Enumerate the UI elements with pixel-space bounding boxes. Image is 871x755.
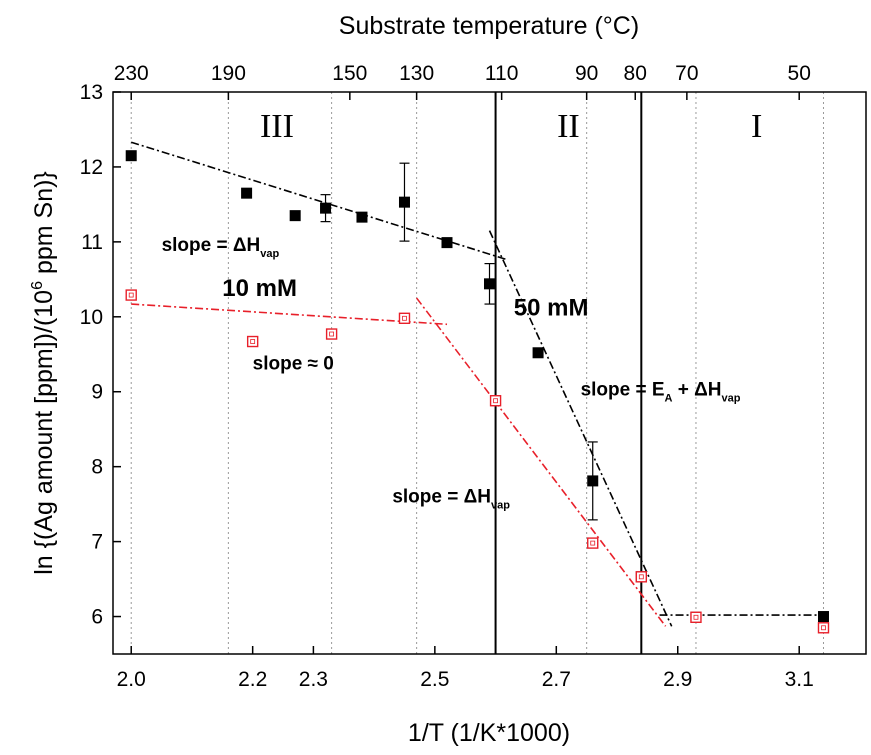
data-point bbox=[489, 395, 502, 407]
annotation-subscript: vap bbox=[260, 248, 279, 260]
annotation-subscript: vap bbox=[491, 500, 510, 512]
annotation: 10 mM bbox=[222, 275, 297, 302]
x-tick-label: 2.7 bbox=[542, 668, 571, 691]
fit-lines bbox=[130, 141, 830, 627]
top-tick-label: 230 bbox=[114, 62, 149, 85]
y-tick-label: 9 bbox=[91, 381, 103, 404]
data-point-inner bbox=[128, 292, 134, 298]
fit-line bbox=[131, 303, 448, 326]
annotation-subscript: vap bbox=[722, 392, 741, 404]
x-axis-title: 1/T (1/K*1000) bbox=[408, 719, 570, 747]
y-tick-label: 13 bbox=[80, 81, 103, 104]
annotation-text: + ΔH bbox=[672, 379, 721, 400]
x-tick-label: 2.5 bbox=[420, 668, 449, 691]
y-tick-label: 8 bbox=[91, 456, 103, 479]
annotation-text: slope ≈ 0 bbox=[253, 353, 334, 374]
top-tick-label: 90 bbox=[575, 62, 598, 85]
data-point bbox=[587, 537, 599, 549]
data-point-inner bbox=[693, 614, 699, 620]
x-tick-label: 2.9 bbox=[663, 668, 692, 691]
data-point bbox=[398, 312, 411, 324]
data-point bbox=[125, 289, 137, 301]
y-tick-label: 6 bbox=[91, 606, 103, 629]
data-point bbox=[690, 611, 702, 623]
top-tick-label: 190 bbox=[211, 62, 246, 85]
annotation-text: 50 mM bbox=[514, 294, 589, 321]
data-point-inner bbox=[250, 339, 256, 344]
top-tick-label: 80 bbox=[624, 62, 647, 85]
x-tick-label: 3.1 bbox=[785, 668, 814, 691]
annotation-text: 10 mM bbox=[222, 275, 297, 302]
data-point bbox=[635, 571, 648, 583]
top-tick-label: 50 bbox=[788, 62, 811, 85]
fit-line bbox=[488, 230, 673, 627]
top-tick-label: 70 bbox=[675, 62, 698, 85]
data-point bbox=[356, 211, 368, 223]
y-axis-title-main: ln {(Ag amount [ppm])/(10 bbox=[30, 290, 58, 575]
annotation: slope = EA + ΔHvap bbox=[581, 379, 741, 404]
plot-frame bbox=[112, 91, 867, 655]
top-tick-label: 110 bbox=[485, 62, 518, 85]
data-point bbox=[532, 347, 544, 359]
data-point bbox=[246, 335, 259, 348]
data-point-inner bbox=[402, 315, 407, 321]
grid-layer bbox=[130, 92, 824, 654]
y-tick-label: 11 bbox=[81, 231, 103, 254]
data-point-inner bbox=[638, 574, 644, 580]
data-point bbox=[817, 611, 829, 623]
annotation-subscript: A bbox=[665, 392, 673, 404]
y-axis-title-tail: ppm Sn)} bbox=[30, 171, 58, 281]
data-point bbox=[289, 210, 301, 222]
data-point-inner bbox=[590, 540, 596, 546]
data-point-inner bbox=[821, 625, 826, 631]
data-points bbox=[125, 150, 830, 634]
y-tick-label: 12 bbox=[80, 156, 103, 179]
y-axis-title: ln {(Ag amount [ppm])/(106 ppm Sn)} bbox=[29, 171, 58, 575]
y-tick-label: 10 bbox=[80, 306, 103, 329]
data-point bbox=[241, 187, 253, 199]
annotation: 50 mM bbox=[514, 294, 589, 321]
data-point-inner bbox=[493, 398, 498, 404]
region-labels: III II I bbox=[260, 108, 762, 145]
region-label: I bbox=[751, 108, 762, 145]
annotation: slope = ΔHvap bbox=[162, 235, 280, 260]
y-tick-label: 7 bbox=[91, 531, 103, 554]
axis-ticks: 2.0 2.2 2.3 2.5 2.7 2.9 3.1 6 7 8 9 10 11 12 13 230 190 1… bbox=[80, 62, 814, 691]
region-label: III bbox=[260, 108, 294, 145]
x-tick-label: 2.0 bbox=[117, 668, 146, 691]
data-point bbox=[125, 150, 137, 162]
annotation-text: slope = E bbox=[581, 379, 665, 400]
top-tick-label: 130 bbox=[399, 62, 434, 85]
data-point bbox=[398, 196, 410, 208]
annotation-text: slope = ΔH bbox=[392, 487, 491, 508]
data-point bbox=[441, 237, 453, 249]
annotation: slope ≈ 0 bbox=[253, 353, 334, 374]
data-point bbox=[587, 475, 599, 487]
x-tick-label: 2.3 bbox=[299, 668, 328, 691]
annotation: slope = ΔHvap bbox=[392, 487, 510, 512]
data-point-inner bbox=[329, 331, 335, 337]
region-label: II bbox=[557, 108, 580, 145]
top-axis-title: Substrate temperature (°C) bbox=[339, 12, 639, 40]
y-axis-title-sup: 6 bbox=[29, 281, 46, 290]
fit-line bbox=[130, 141, 508, 261]
region-boundaries bbox=[494, 92, 643, 654]
fit-line bbox=[415, 297, 667, 627]
annotation-text: slope = ΔH bbox=[162, 235, 261, 256]
data-point bbox=[484, 278, 495, 290]
data-point bbox=[320, 202, 332, 214]
data-point bbox=[817, 622, 830, 634]
top-tick-label: 150 bbox=[332, 62, 367, 85]
data-point bbox=[325, 328, 338, 340]
x-tick-label: 2.2 bbox=[238, 668, 267, 691]
